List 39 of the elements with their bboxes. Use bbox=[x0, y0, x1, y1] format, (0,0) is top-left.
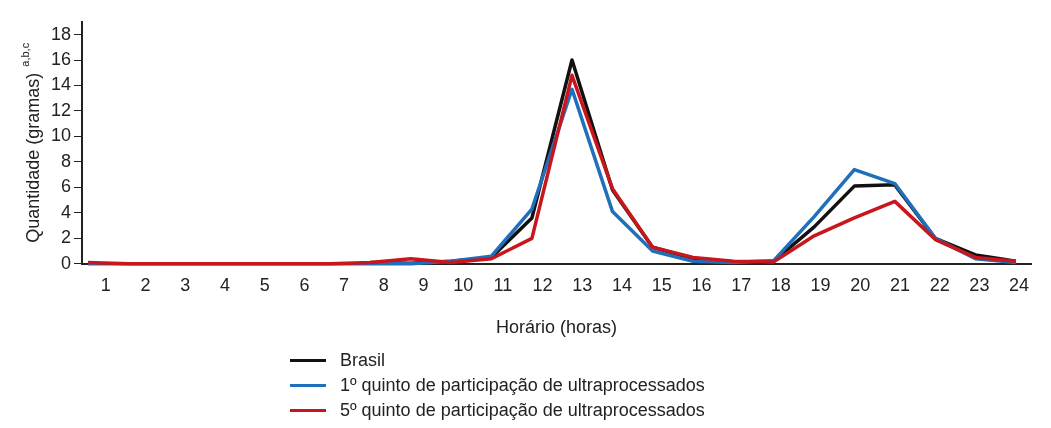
x-tick-label: 4 bbox=[219, 274, 230, 295]
x-tick-label: 14 bbox=[612, 274, 633, 295]
x-tick-label: 17 bbox=[731, 274, 752, 295]
x-tick-label: 7 bbox=[339, 274, 350, 295]
x-tick-label: 1 bbox=[100, 274, 111, 295]
legend-label: 5º quinto de participação de ultraprocessados bbox=[340, 399, 705, 422]
y-tick-label: 6 bbox=[61, 176, 72, 197]
x-tick-label: 3 bbox=[180, 274, 191, 295]
x-tick-label: 19 bbox=[810, 274, 831, 295]
x-tick-label: 20 bbox=[850, 274, 871, 295]
y-tick-label: 16 bbox=[50, 48, 72, 69]
y-tick-label: 8 bbox=[61, 150, 72, 171]
y-tick-label: 12 bbox=[50, 99, 72, 120]
y-tick-label: 18 bbox=[50, 23, 72, 44]
x-tick-label: 15 bbox=[651, 274, 672, 295]
x-tick-label: 6 bbox=[299, 274, 310, 295]
legend-label: Brasil bbox=[340, 349, 386, 372]
x-tick-label: 8 bbox=[378, 274, 389, 295]
x-tick-label: 23 bbox=[969, 274, 990, 295]
x-tick-label: 9 bbox=[418, 274, 429, 295]
y-tick-label: 4 bbox=[61, 201, 72, 222]
y-axis-title: Quantidade (gramas) a,b,c bbox=[19, 42, 43, 243]
y-tick-label: 10 bbox=[50, 125, 72, 146]
x-tick-label: 22 bbox=[929, 274, 950, 295]
x-tick-label: 13 bbox=[572, 274, 593, 295]
x-tick-label: 10 bbox=[453, 274, 474, 295]
x-tick-label: 16 bbox=[691, 274, 712, 295]
y-tick-label: 2 bbox=[61, 227, 72, 248]
x-tick-label: 2 bbox=[140, 274, 151, 295]
x-tick-label: 24 bbox=[1009, 274, 1030, 295]
y-tick-label: 0 bbox=[61, 252, 72, 273]
y-tick-label: 14 bbox=[50, 74, 72, 95]
x-tick-label: 11 bbox=[493, 274, 513, 295]
x-tick-label: 18 bbox=[770, 274, 791, 295]
x-tick-label: 21 bbox=[889, 274, 910, 295]
x-tick-label: 12 bbox=[532, 274, 553, 295]
x-axis-title: Horário (horas) bbox=[495, 317, 618, 338]
legend-label: 1º quinto de participação de ultraprocessados bbox=[340, 374, 705, 397]
x-tick-label: 5 bbox=[259, 274, 270, 295]
